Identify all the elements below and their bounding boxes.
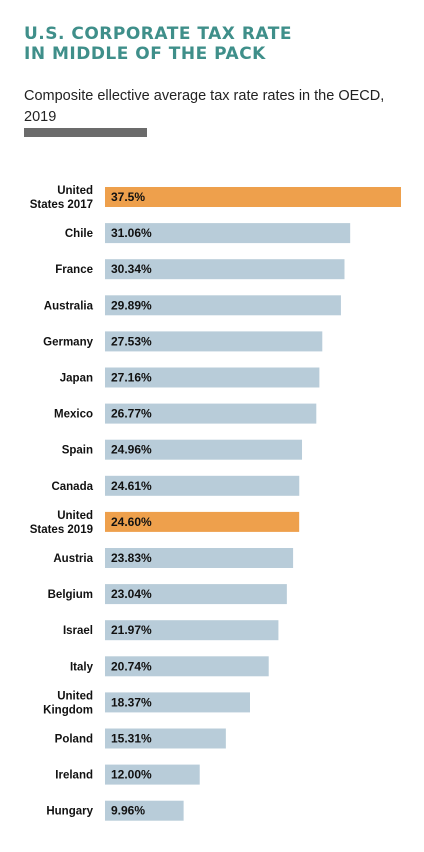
bar-value-label: 27.53% bbox=[111, 334, 152, 348]
category-label-line: Germany bbox=[43, 336, 93, 348]
bar bbox=[105, 475, 300, 496]
category-label: Mexico bbox=[54, 409, 93, 421]
bar-row: 26.77% Mexico bbox=[54, 403, 317, 424]
bar-row: 37.5% United States 2017 bbox=[30, 185, 401, 211]
category-label-line: Spain bbox=[62, 445, 93, 457]
bar bbox=[105, 223, 351, 244]
bar bbox=[105, 548, 294, 568]
bar-row: 18.37% United Kingdom bbox=[43, 690, 251, 716]
bar bbox=[105, 295, 341, 316]
bar-row: 23.83% Austria bbox=[53, 548, 294, 568]
category-label-line: States 2019 bbox=[30, 524, 93, 536]
category-label: United States 2019 bbox=[30, 510, 93, 536]
bar-row: 20.74% Italy bbox=[70, 656, 269, 677]
category-label-line: Poland bbox=[55, 734, 93, 746]
bar-value-label: 15.31% bbox=[111, 732, 152, 746]
category-label-line: Japan bbox=[60, 373, 93, 385]
category-label: Ireland bbox=[55, 770, 93, 782]
bar-value-label: 9.96% bbox=[111, 804, 145, 818]
bar-value-label: 21.97% bbox=[111, 623, 152, 637]
bar-row: 27.16% Japan bbox=[60, 367, 320, 388]
bar-row: 24.61% Canada bbox=[51, 475, 300, 496]
bar bbox=[105, 259, 345, 280]
bar-value-label: 27.16% bbox=[111, 371, 152, 385]
bar-value-label: 24.96% bbox=[111, 443, 152, 457]
category-label-line: Canada bbox=[51, 481, 93, 493]
bar-value-label: 18.37% bbox=[111, 695, 152, 709]
bar-value-label: 20.74% bbox=[111, 659, 152, 673]
bar-row: 15.31% Poland bbox=[55, 728, 226, 749]
category-label-line: States 2017 bbox=[30, 199, 93, 211]
category-label: Australia bbox=[44, 300, 94, 312]
bar-row: 9.96% Hungary bbox=[46, 800, 184, 821]
category-label-line: Australia bbox=[44, 300, 94, 312]
bar bbox=[105, 367, 320, 388]
title-underline-rule bbox=[24, 128, 147, 137]
category-label: Chile bbox=[65, 228, 93, 240]
category-label: United Kingdom bbox=[43, 690, 93, 716]
bar bbox=[105, 728, 226, 749]
category-label-line: Mexico bbox=[54, 409, 93, 421]
category-label: Italy bbox=[70, 661, 94, 673]
category-label: Belgium bbox=[48, 589, 93, 601]
category-label-line: Chile bbox=[65, 228, 93, 240]
category-label: United States 2017 bbox=[30, 185, 93, 211]
bar-value-label: 30.34% bbox=[111, 262, 152, 276]
bar bbox=[105, 764, 200, 785]
category-label-line: United bbox=[57, 185, 93, 197]
category-label: Austria bbox=[53, 553, 93, 565]
bar-value-label: 24.60% bbox=[111, 515, 152, 529]
category-label: Poland bbox=[55, 734, 93, 746]
bar-row: 29.89% Australia bbox=[44, 295, 341, 316]
bar-row: 24.96% Spain bbox=[62, 439, 303, 460]
chart-subtitle: Composite ellective average tax rate rat… bbox=[24, 88, 385, 125]
category-label: Japan bbox=[60, 373, 93, 385]
bar-value-label: 29.89% bbox=[111, 298, 152, 312]
category-label-line: Israel bbox=[63, 625, 93, 637]
category-label-line: Belgium bbox=[48, 589, 93, 601]
bar-row: 27.53% Germany bbox=[43, 331, 323, 352]
bar bbox=[105, 692, 251, 713]
bar-row: 12.00% Ireland bbox=[55, 764, 200, 785]
bar bbox=[105, 187, 401, 207]
category-label: Spain bbox=[62, 445, 93, 457]
bar bbox=[105, 800, 184, 821]
bar bbox=[105, 331, 323, 352]
bar bbox=[105, 620, 279, 641]
bar-row: 21.97% Israel bbox=[63, 620, 279, 641]
bar-value-label: 37.5% bbox=[111, 190, 145, 204]
chart-title: U.S. CORPORATE TAX RATE IN MIDDLE OF THE… bbox=[24, 24, 292, 64]
category-label-line: Austria bbox=[53, 553, 93, 565]
bar-row: 30.34% France bbox=[55, 259, 345, 280]
category-label: France bbox=[55, 264, 93, 276]
category-label: Hungary bbox=[46, 806, 93, 818]
bar-value-label: 31.06% bbox=[111, 226, 152, 240]
bar-value-label: 24.61% bbox=[111, 479, 152, 493]
bar-row: 31.06% Chile bbox=[65, 223, 351, 244]
bar-value-label: 12.00% bbox=[111, 768, 152, 782]
bar-value-label: 23.83% bbox=[111, 551, 152, 565]
category-label-line: United bbox=[57, 510, 93, 522]
bar-value-label: 23.04% bbox=[111, 587, 152, 601]
category-label-line: Hungary bbox=[46, 806, 93, 818]
bar-value-label: 26.77% bbox=[111, 407, 152, 421]
category-label: Germany bbox=[43, 336, 93, 348]
bar bbox=[105, 584, 287, 605]
bar bbox=[105, 656, 269, 677]
category-label: Canada bbox=[51, 481, 93, 493]
category-label-line: United bbox=[57, 690, 93, 702]
category-label-line: Italy bbox=[70, 661, 94, 673]
category-label-line: Kingdom bbox=[43, 704, 93, 716]
category-label: Israel bbox=[63, 625, 93, 637]
category-label-line: France bbox=[55, 264, 93, 276]
bar bbox=[105, 439, 303, 460]
bar-row: 23.04% Belgium bbox=[48, 584, 287, 605]
bar bbox=[105, 403, 317, 424]
bar-row: 24.60% United States 2019 bbox=[30, 510, 300, 536]
bar bbox=[105, 511, 300, 532]
category-label-line: Ireland bbox=[55, 770, 93, 782]
